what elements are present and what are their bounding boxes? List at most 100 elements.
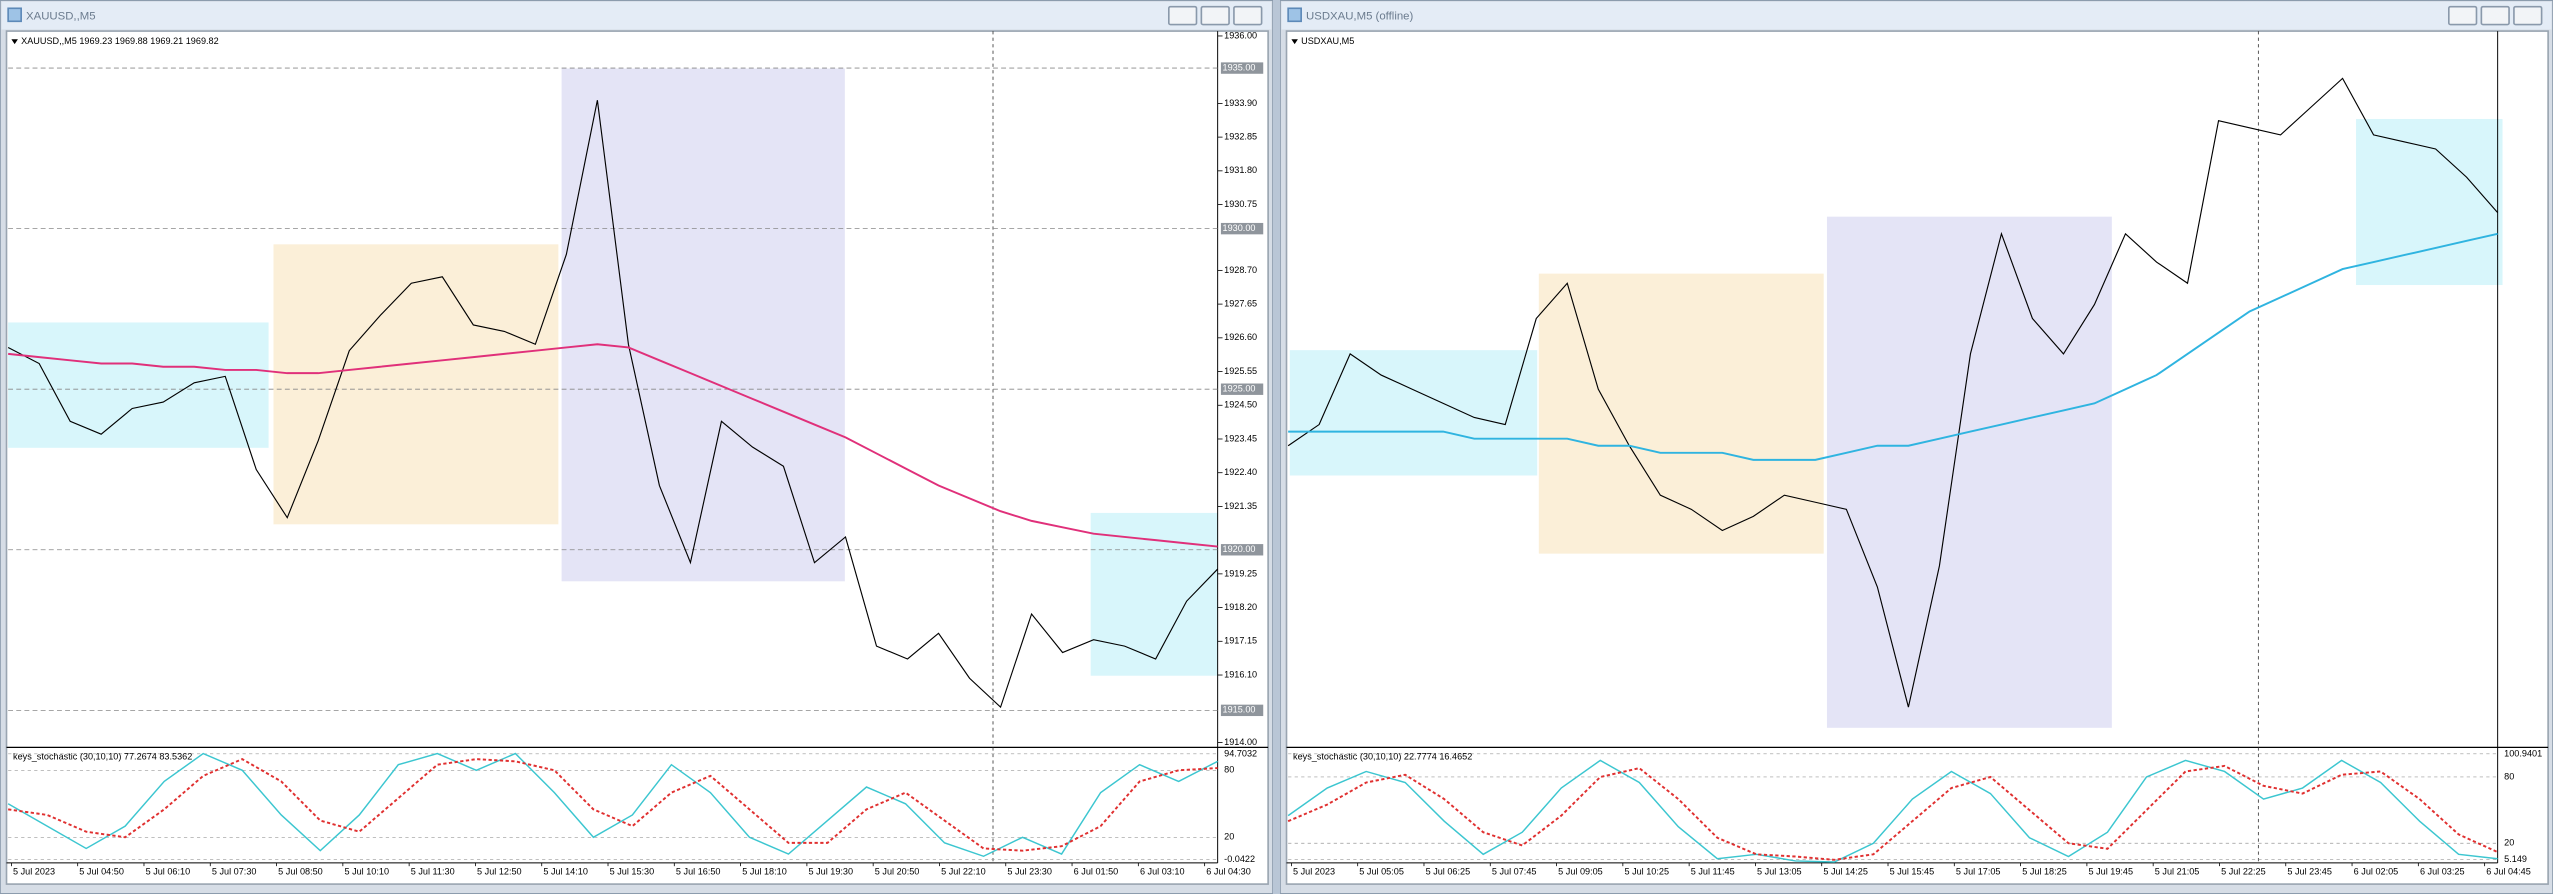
time-zone-box <box>1538 273 1824 554</box>
x-tick-label: 5 Jul 04:50 <box>79 866 124 876</box>
x-tick-label: 5 Jul 16:50 <box>676 866 721 876</box>
time-zone-box <box>8 322 269 448</box>
indicator-tick-label: 80 <box>2504 771 2514 781</box>
x-tick-label: 5 Jul 19:45 <box>2089 866 2134 876</box>
chart-window: USDXAU,M5 (offline) USDXAU,M5 100.9401 80 20… <box>1280 0 2553 894</box>
x-tick-label: 6 Jul 04:45 <box>2486 866 2531 876</box>
close-button <box>2513 5 2543 26</box>
y-tick-label: 1919.25 <box>1224 568 1257 578</box>
y-tick-label: 1930.75 <box>1224 199 1257 209</box>
y-tick-label: 1923.45 <box>1224 433 1257 443</box>
level-label-box <box>1220 704 1264 717</box>
title-bar <box>1 1 1272 30</box>
price-line <box>1287 77 2499 708</box>
y-tick-label: 1921.35 <box>1224 501 1257 511</box>
x-tick-label: 5 Jul 23:30 <box>1007 866 1052 876</box>
indicator-tick-label: 20 <box>1224 832 1234 842</box>
y-tick-label: 1914.00 <box>1224 737 1257 747</box>
x-tick-label: 5 Jul 18:25 <box>2022 866 2067 876</box>
indicator-label: keys_stochastic (30,10,10) 22.7774 16.46… <box>1293 752 1472 762</box>
y-tick-label: 1925.55 <box>1224 366 1257 376</box>
x-tick-label: 5 Jul 10:25 <box>1624 866 1669 876</box>
level-label-box <box>1220 383 1264 395</box>
time-zone-box <box>1826 216 2112 728</box>
x-tick-label: 5 Jul 10:10 <box>344 866 389 876</box>
indicator-tick-label: 20 <box>2504 838 2514 848</box>
x-tick-label: 5 Jul 22:10 <box>941 866 986 876</box>
x-tick-label: 5 Jul 22:25 <box>2221 866 2266 876</box>
level-label: 1920.00 <box>1223 544 1256 554</box>
minimize-button <box>2448 5 2478 26</box>
symbol-info: USDXAU,M5 <box>1301 36 1354 46</box>
stochastic-line <box>8 758 1218 852</box>
x-tick-label: 5 Jul 11:45 <box>1691 866 1735 876</box>
level-label-box <box>1220 222 1264 235</box>
close-button <box>1233 5 1263 26</box>
x-tick-label: 5 Jul 20:50 <box>875 866 920 876</box>
x-tick-label: 5 Jul 21:05 <box>2155 866 2200 876</box>
x-tick-label: 5 Jul 11:30 <box>411 866 455 876</box>
y-tick-label: 1918.20 <box>1224 602 1257 612</box>
price-line <box>1288 232 2498 461</box>
indicator-tick-label: -0.0422 <box>1224 854 1255 864</box>
y-tick-label: 1933.90 <box>1224 98 1257 108</box>
stochastic-line <box>7 752 1218 858</box>
time-zone-box <box>1090 512 1218 676</box>
y-tick-label: 1936.00 <box>1224 30 1257 40</box>
x-tick-label: 5 Jul 06:10 <box>146 866 191 876</box>
y-tick-label: 1917.15 <box>1224 636 1257 646</box>
x-tick-label: 6 Jul 03:25 <box>2420 866 2465 876</box>
restore-button <box>1200 5 1230 26</box>
price-line <box>8 343 1218 548</box>
level-label: 1925.00 <box>1223 384 1256 394</box>
restore-button <box>2480 5 2510 26</box>
y-tick-label: 1924.50 <box>1224 400 1257 410</box>
level-label-box <box>1220 62 1264 74</box>
x-tick-label: 6 Jul 01:50 <box>1074 866 1119 876</box>
level-label-box <box>1220 544 1264 556</box>
indicator-label: keys_stochastic (30,10,10) 77.2674 83.53… <box>13 752 192 762</box>
x-tick-label: 5 Jul 2023 <box>1293 866 1335 876</box>
window-title: XAUUSD,,M5 <box>26 10 96 22</box>
window-icon <box>1287 7 1302 23</box>
x-tick-label: 5 Jul 2023 <box>13 866 55 876</box>
x-tick-label: 5 Jul 14:10 <box>543 866 588 876</box>
x-tick-label: 5 Jul 06:25 <box>1426 866 1471 876</box>
level-label: 1930.00 <box>1223 223 1256 233</box>
x-tick-label: 5 Jul 07:45 <box>1492 866 1537 876</box>
window-title: USDXAU,M5 (offline) <box>1306 10 1413 22</box>
x-tick-label: 5 Jul 05:05 <box>1359 866 1404 876</box>
x-tick-label: 5 Jul 23:45 <box>2287 866 2332 876</box>
x-tick-label: 5 Jul 08:50 <box>278 866 323 876</box>
y-tick-label: 1916.10 <box>1224 669 1257 679</box>
minimize-button <box>1168 5 1198 26</box>
x-tick-label: 5 Jul 09:05 <box>1558 866 1603 876</box>
y-tick-label: 1932.85 <box>1224 132 1257 142</box>
x-tick-label: 5 Jul 17:05 <box>1956 866 2001 876</box>
chart-window: XAUUSD,,M5 1936.00 1933.90 1932.85 1931.80 19… <box>0 0 1273 894</box>
indicator-tick-label: 100.9401 <box>2504 748 2542 758</box>
indicator-tick-label: 5.149 <box>2504 854 2527 864</box>
stochastic-line <box>1287 759 2498 863</box>
x-tick-label: 6 Jul 03:10 <box>1140 866 1185 876</box>
indicator-tick-label: 80 <box>1224 765 1234 775</box>
x-tick-label: 5 Jul 19:30 <box>809 866 854 876</box>
title-bar <box>1281 1 2552 30</box>
x-tick-label: 6 Jul 02:05 <box>2354 866 2399 876</box>
y-tick-label: 1928.70 <box>1224 265 1257 275</box>
time-zone-box <box>1289 350 1538 476</box>
x-tick-label: 5 Jul 14:25 <box>1823 866 1868 876</box>
y-tick-label: 1926.60 <box>1224 332 1257 342</box>
indicator-tick-label: 94.7032 <box>1224 748 1257 758</box>
x-tick-label: 5 Jul 15:45 <box>1890 866 1935 876</box>
y-tick-label: 1922.40 <box>1224 467 1257 477</box>
price-line <box>7 100 1219 709</box>
level-label: 1935.00 <box>1223 62 1256 72</box>
level-label: 1915.00 <box>1223 705 1256 715</box>
x-tick-label: 5 Jul 18:10 <box>742 866 787 876</box>
symbol-info: XAUUSD,,M5 1969.23 1969.88 1969.21 1969.… <box>21 36 219 46</box>
time-zone-box <box>561 68 845 582</box>
window-icon <box>7 7 22 23</box>
x-tick-label: 5 Jul 13:05 <box>1757 866 1802 876</box>
